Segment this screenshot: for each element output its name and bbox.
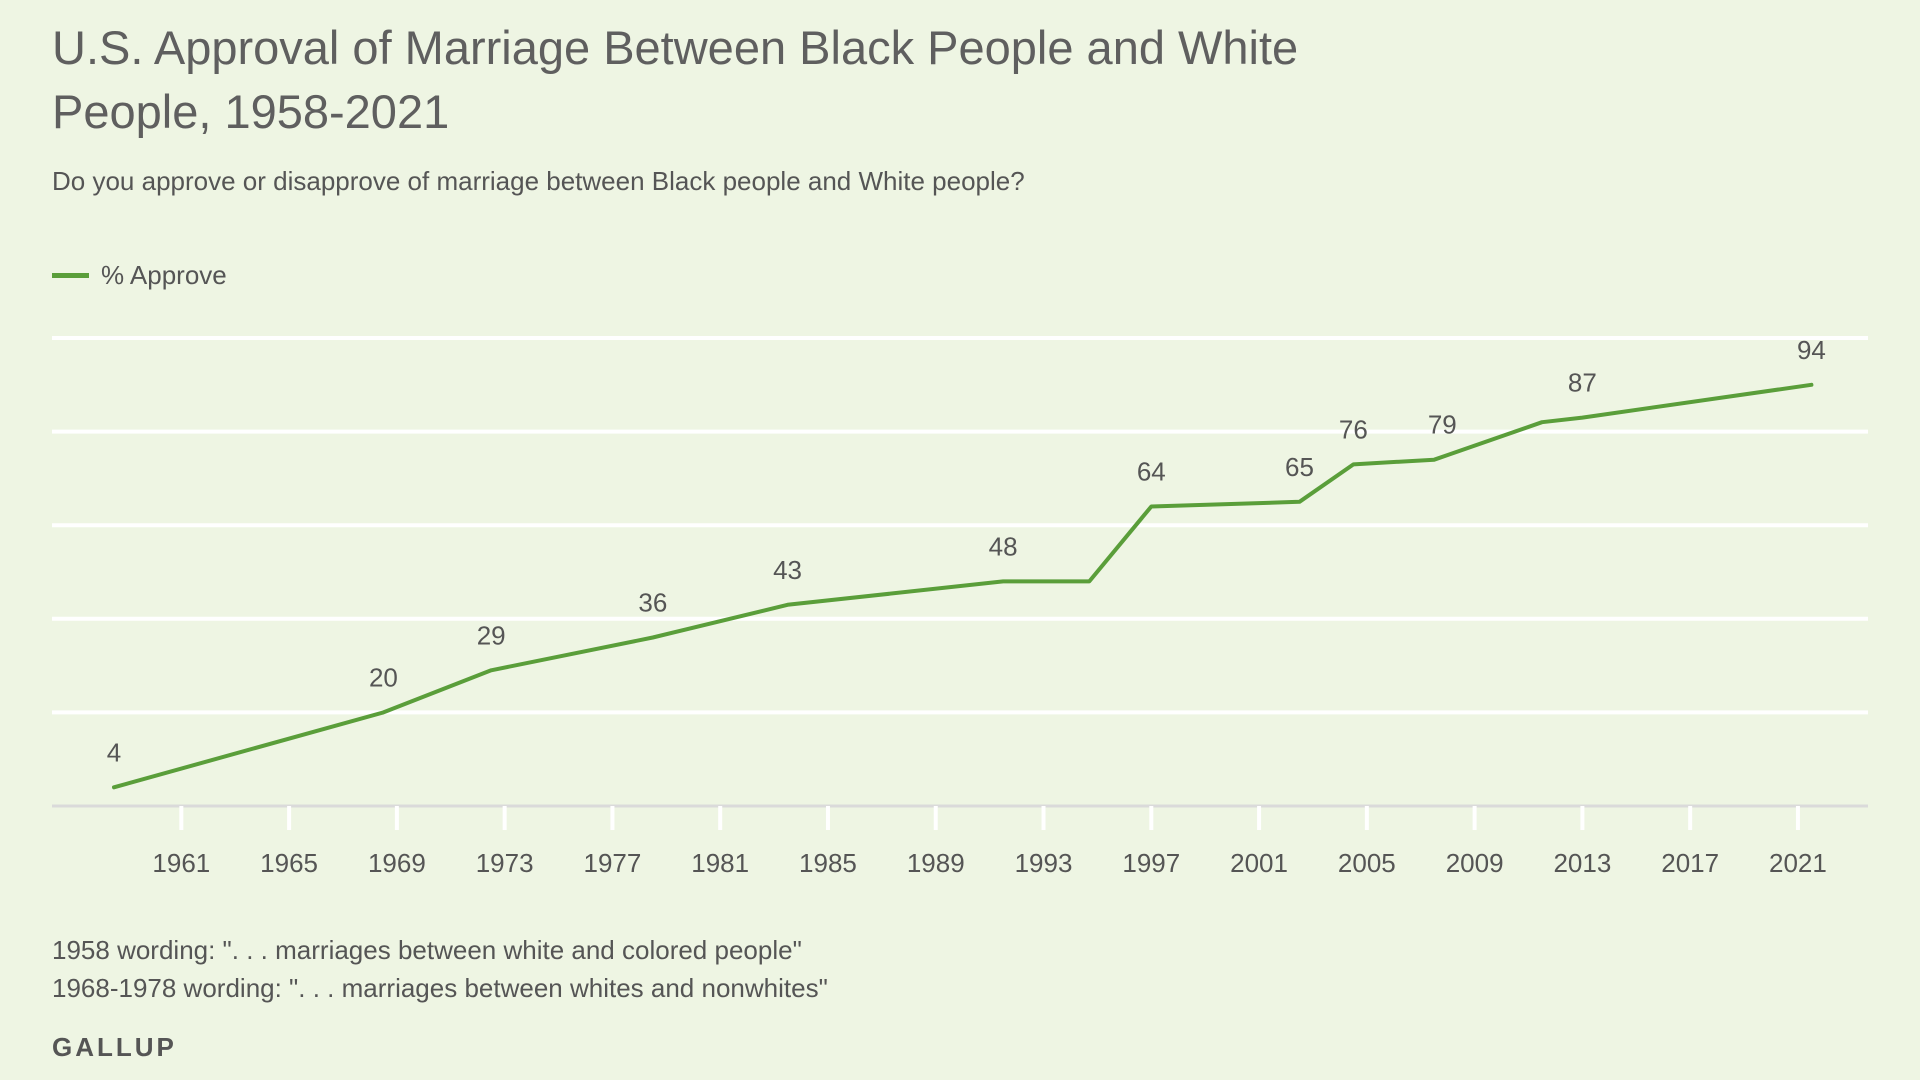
x-tick-label: 2009 [1446,848,1504,878]
x-tick-label: 1969 [368,848,426,878]
data-label: 94 [1797,335,1826,365]
wording-note-1958: 1958 wording: ". . . marriages between w… [52,935,802,965]
wording-note-1968: 1968-1978 wording: ". . . marriages betw… [52,973,828,1003]
x-tick-label: 2021 [1769,848,1827,878]
data-label: 29 [477,620,506,650]
gallup-logo: GALLUP [52,1032,177,1062]
data-label: 65 [1285,452,1314,482]
line-chart: 1961 1965 1969 1973 1977 1981 1985 1989 1993 1997… [52,335,1868,878]
x-tick-label: 1997 [1122,848,1180,878]
x-tick-label: 1961 [152,848,210,878]
x-tick-label: 1973 [476,848,534,878]
data-label: 48 [989,531,1018,561]
data-label: 64 [1137,456,1166,486]
legend: % Approve [52,260,227,291]
chart-title: U.S. Approval of Marriage Between Black … [52,21,1299,138]
x-tick-label: 2005 [1338,848,1396,878]
legend-label: % Approve [101,260,227,290]
x-tick-label: 1981 [691,848,749,878]
x-tick-label: 1977 [584,848,642,878]
x-tick-label: 1993 [1015,848,1073,878]
x-tick-label: 2017 [1661,848,1719,878]
series-line-approve [112,382,1814,790]
x-tick-label: 2001 [1230,848,1288,878]
data-label: 4 [107,737,121,767]
x-tick-label: 2013 [1553,848,1611,878]
data-label: 76 [1339,414,1368,444]
legend-swatch [52,273,89,278]
data-label: 36 [638,588,667,618]
x-tick-label: 1985 [799,848,857,878]
data-label: 87 [1568,368,1597,398]
x-tick-label: 1965 [260,848,318,878]
data-label: 43 [773,555,802,585]
data-label: 79 [1428,410,1457,440]
x-tick-label: 1989 [907,848,965,878]
chart-subtitle: Do you approve or disapprove of marriage… [52,166,1025,196]
data-label: 20 [369,662,398,692]
